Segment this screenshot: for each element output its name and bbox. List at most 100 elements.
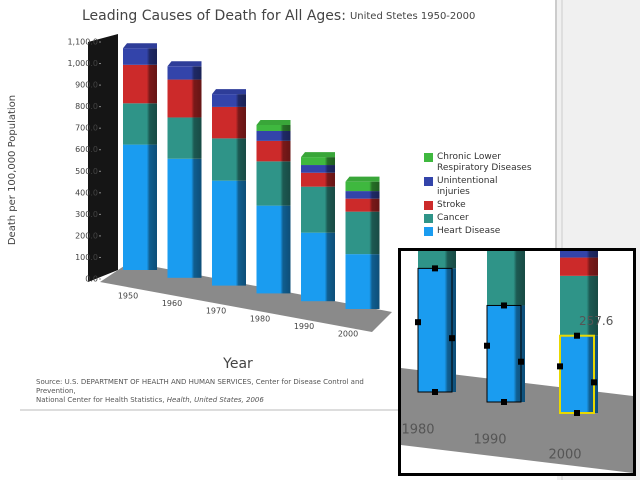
bar-cap [345,176,380,182]
bar-cap [212,89,246,95]
bar-segment [123,103,157,145]
y-tick-label: 800.0 [75,102,98,111]
y-tick-label: 1,100.0 [67,38,98,47]
y-tick-label: 400.0 [75,188,98,197]
bar-segment [345,181,380,192]
back-wall [88,34,118,282]
legend-label: Unintentional injuries [437,176,498,197]
legend-item: Chronic Lower Respiratory Diseases [424,152,532,174]
bar-segment [345,254,380,309]
inset-bar-segment [560,275,598,336]
x-tick-label: 1970 [206,307,226,316]
legend-label: Chronic Lower Respiratory Diseases [437,152,532,173]
selection-handle [501,302,507,309]
inset-bar-segment [560,257,598,276]
bar-segment [256,161,291,206]
inset-x-tick-label: 1980 [401,423,434,438]
selection-handle [484,342,490,349]
floor [100,262,392,332]
bar-segment [123,64,157,104]
bar-segment [167,66,202,80]
inset-bar-segment [487,305,525,402]
legend-item: Stroke [424,200,532,211]
legend-label: Stroke [437,200,466,210]
y-tick-label: 1,000.0 [67,59,98,68]
legend-swatch [424,214,433,223]
inset-x-tick-label: 1990 [473,433,506,448]
bar-cap [301,152,335,158]
bar-segment [345,198,380,212]
x-tick-label: 1960 [162,299,182,308]
legend-label: Cancer [437,213,469,223]
bar-cap [123,43,157,49]
bar-segment [345,191,380,199]
inset-bar-segment [560,251,598,258]
legend-label: Heart Disease [437,226,501,236]
selection-handle [591,379,597,386]
bar-segment [256,130,291,141]
y-tick-label: 0.0 [85,275,98,284]
x-tick-label: 2000 [338,330,358,339]
legend-swatch [424,177,433,186]
inset-bar-segment [487,251,525,306]
bar-segment [212,106,246,139]
y-tick-label: 300.0 [75,210,98,219]
selection-handle [415,319,421,326]
x-tick-label: 1990 [294,322,314,331]
inset-bar-segment [560,335,598,413]
x-tick-label: 1980 [250,314,270,323]
source: Source: U.S. DEPARTMENT OF HEALTH AND HU… [36,378,396,405]
legend-item: Heart Disease [424,226,532,237]
y-tick-label: 900.0 [75,81,98,90]
y-axis-label: Death per 100,000 Population [7,95,18,245]
bar-segment [167,79,202,118]
bar-cap [256,119,291,125]
bar-segment [123,144,157,270]
source-line: Source: U.S. DEPARTMENT OF HEALTH AND HU… [36,378,364,395]
legend-item: Unintentional injuries [424,176,532,198]
y-tick-label: 600.0 [75,145,98,154]
bar-segment [123,48,157,65]
title: Leading Causes of Death for All Ages: [82,8,346,24]
bar-segment [256,140,291,162]
selection-handle [501,399,507,405]
legend-swatch [424,227,433,236]
selection-handle [449,335,455,342]
selection-handle [518,358,524,365]
selection-handle [557,363,563,370]
selection-handle [574,410,580,416]
inset-bar-segment [418,268,456,392]
legend-swatch [424,201,433,210]
inset-bar-segment [418,251,456,269]
bar-segment [256,205,291,294]
bar-segment [167,117,202,159]
x-tick-label: 1950 [118,292,138,301]
subtitle: United Stetes 1950-2000 [350,11,475,22]
selection-handle [432,389,438,395]
bar-segment [212,180,246,286]
x-axis-label: Year [222,356,253,372]
bar-segment [212,94,246,107]
bar-segment [301,186,335,233]
bar-cap [167,61,202,67]
legend: Chronic Lower Respiratory Diseases Uninte… [424,152,532,239]
bar-segment [301,172,335,187]
legend-swatch [424,153,433,162]
bar-segment [301,232,335,302]
bar-segment [256,124,291,131]
y-tick-label: 200.0 [75,231,98,240]
y-tick-label: 100.0 [75,253,98,262]
y-tick-label: 500.0 [75,167,98,176]
selection-handle [432,265,438,272]
inset-x-tick-label: 2000 [548,448,581,463]
source-line: National Center for Health Statistics, [36,396,165,404]
data-label: 257.6 [579,314,613,328]
bar-segment [345,211,380,255]
selection-handle [574,332,580,339]
bar-segment [212,138,246,181]
chart-title: Leading Causes of Death for All Ages: Uni… [82,8,475,24]
source-line: Health, United States, 2006 [166,396,264,404]
bar-segment [167,158,202,278]
